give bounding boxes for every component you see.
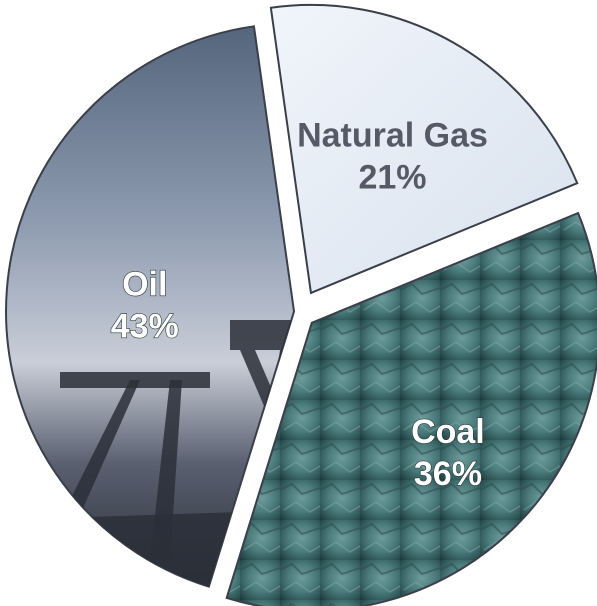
pie-slice-natural-gas [269,3,579,295]
pie-slice-oil [5,25,296,588]
pie-slices [5,3,597,606]
oil-pump-shape [60,372,210,388]
slice-value-coal: 36% [414,455,482,493]
pie-slice-coal [225,211,597,606]
slice-value-oil: 43% [111,308,179,346]
slice-value-natural-gas: 21% [358,158,426,196]
pie-labels: Natural Gas 21% Coal 36% Oil 43% [110,116,488,493]
slice-label-oil: Oil [122,266,167,304]
oil-pump-shape [230,320,295,350]
slice-label-coal: Coal [411,413,485,451]
slice-label-natural-gas: Natural Gas [297,116,488,154]
